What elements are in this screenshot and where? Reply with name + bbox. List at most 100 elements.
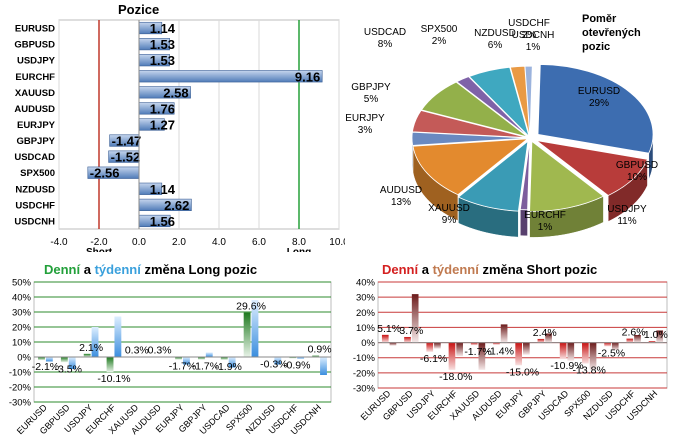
- pie-slice-usdcnh: [524, 65, 533, 137]
- y-tick-label: 20%: [356, 308, 376, 319]
- short-change-title: Denní a týdenní změna Short pozic: [382, 262, 597, 277]
- long-title-part-3: týdenní: [94, 262, 141, 277]
- data-label: -0.3%: [260, 358, 287, 370]
- short-title-part-1: Denní: [382, 262, 419, 277]
- pie-slice-usdcad: [420, 81, 528, 138]
- pie-slice-eurchf: [519, 139, 531, 211]
- bar-weekly: [389, 342, 397, 346]
- pie-slice-audusd: [412, 138, 529, 196]
- slice-percent-label: 11%: [617, 216, 636, 227]
- x-tick-label: -2.0: [90, 237, 108, 248]
- data-label: 2.1%: [79, 342, 103, 354]
- pie-slice-xauusd: [457, 140, 529, 212]
- pie-slice-eurjpy: [411, 131, 528, 146]
- slice-name-label: EURUSD: [578, 86, 620, 97]
- y-tick-label: 10%: [356, 323, 376, 334]
- bar-weekly: [274, 357, 282, 365]
- bar-weekly: [45, 357, 53, 362]
- bar-weekly: [567, 342, 575, 361]
- bar-daily: [60, 357, 68, 363]
- slice-name-label: USDJPY: [607, 204, 647, 215]
- slice-name-label: USDCHF: [508, 18, 550, 29]
- value-label: 9.16: [295, 69, 320, 84]
- y-tick-label: 40%: [356, 278, 376, 289]
- data-label: 0.3%: [125, 345, 149, 357]
- bar-daily: [582, 342, 589, 364]
- category-label: GBPUSD: [14, 40, 55, 51]
- data-label: -0.9%: [283, 359, 310, 371]
- bar-weekly: [611, 342, 619, 351]
- data-label: -10.9%: [550, 360, 583, 372]
- bar-weekly: [297, 357, 305, 359]
- pie-slice-spx500: [456, 76, 529, 137]
- value-label: 1.76: [150, 101, 175, 116]
- long-title-part-4: změna Long pozic: [140, 262, 258, 277]
- bar-weekly: [205, 352, 213, 357]
- value-label: 2.58: [163, 85, 188, 100]
- y-tick-label: 10%: [12, 338, 32, 349]
- value-label: -1.47: [112, 134, 142, 149]
- y-tick-label: -20%: [353, 368, 376, 379]
- data-label: 29.6%: [236, 301, 266, 313]
- value-label: -1.52: [111, 150, 141, 165]
- slice-name-label: NZDUSD: [474, 28, 516, 39]
- category-label: XAUUSD: [15, 88, 55, 99]
- value-label: 2.62: [164, 198, 189, 213]
- pie-slice-eurusd: [537, 64, 654, 154]
- bar-daily: [537, 338, 545, 343]
- data-label: 2.4%: [533, 327, 557, 339]
- data-label: 0.3%: [148, 345, 172, 357]
- pie-slice-usdjpy: [529, 140, 605, 212]
- x-tick-label: 2.0: [172, 237, 186, 248]
- bar-daily: [470, 342, 478, 346]
- long-title-part-1: Denní: [44, 262, 81, 277]
- category-label: USDJPY: [17, 56, 56, 67]
- slice-percent-label: 8%: [378, 39, 393, 50]
- data-label: -1.7%: [169, 361, 196, 373]
- data-label: -18.0%: [439, 371, 472, 383]
- pie-slice-gbpjpy: [412, 110, 528, 138]
- data-label: -1.4%: [487, 346, 514, 358]
- bar-daily: [626, 338, 634, 343]
- bar-daily: [493, 342, 500, 345]
- bar-daily: [197, 357, 205, 360]
- bar-daily: [448, 342, 456, 370]
- category-label: GBPJPY: [16, 136, 55, 147]
- data-label: -2.1%: [32, 361, 59, 373]
- slice-percent-label: 13%: [391, 197, 411, 208]
- data-label: -1.7%: [464, 346, 491, 358]
- y-tick-label: 50%: [12, 278, 32, 289]
- value-label: 1.56: [150, 214, 175, 229]
- value-label: 1.27: [150, 118, 175, 133]
- slice-name-label: AUDUSD: [380, 185, 422, 196]
- y-tick-label: 30%: [12, 308, 32, 319]
- value-label: 1.14: [150, 182, 176, 197]
- data-label: 2.6%: [622, 327, 646, 339]
- pie-title: Poměr otevřených pozic: [582, 12, 641, 54]
- y-tick-label: 20%: [12, 323, 32, 334]
- category-label: USDCHF: [15, 200, 55, 211]
- data-label: -6.1%: [420, 353, 447, 365]
- y-tick-label: -20%: [9, 383, 32, 394]
- bar-weekly: [545, 333, 552, 343]
- category-label: NZDUSD: [15, 184, 55, 195]
- y-tick-label: -10%: [9, 368, 32, 379]
- x-tick-label: 10.0: [329, 237, 345, 248]
- short-title-part-2: a: [418, 262, 433, 277]
- slice-name-label: EURCHF: [524, 210, 566, 221]
- category-label: EURUSD: [15, 24, 55, 35]
- slice-percent-label: 1%: [526, 42, 541, 53]
- bar-weekly: [68, 357, 76, 369]
- bar-weekly: [656, 330, 664, 343]
- value-label: 1.53: [150, 37, 175, 52]
- data-label: -1.7%: [192, 361, 219, 373]
- long-title-part-2: a: [80, 262, 95, 277]
- plot-area: [377, 281, 668, 389]
- y-tick-label: 0%: [17, 353, 31, 364]
- value-label: 1.53: [150, 53, 175, 68]
- slice-name-label: SPX500: [421, 24, 458, 35]
- bar-daily: [175, 357, 182, 360]
- pie-title-line-2: otevřených: [582, 27, 641, 39]
- bar-daily: [648, 341, 656, 343]
- bar-weekly: [411, 294, 419, 343]
